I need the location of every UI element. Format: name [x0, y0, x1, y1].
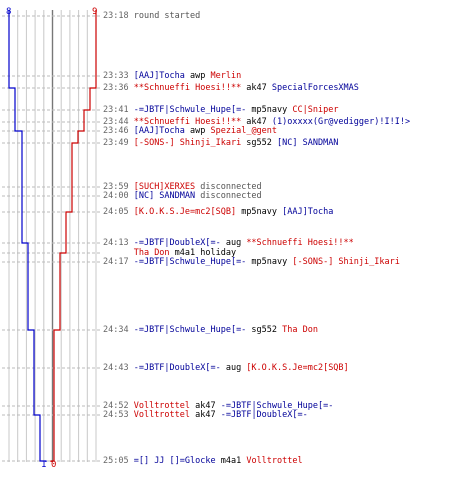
- blue-bottom-score: 1: [41, 460, 46, 470]
- blue-team-line: [8, 10, 47, 462]
- red-bottom-score: 0: [51, 460, 56, 470]
- red-top-score: 9: [92, 7, 97, 17]
- blue-top-score: 8: [6, 7, 11, 17]
- event-dash-lines: [2, 15, 101, 462]
- red-team-line: [50, 10, 97, 462]
